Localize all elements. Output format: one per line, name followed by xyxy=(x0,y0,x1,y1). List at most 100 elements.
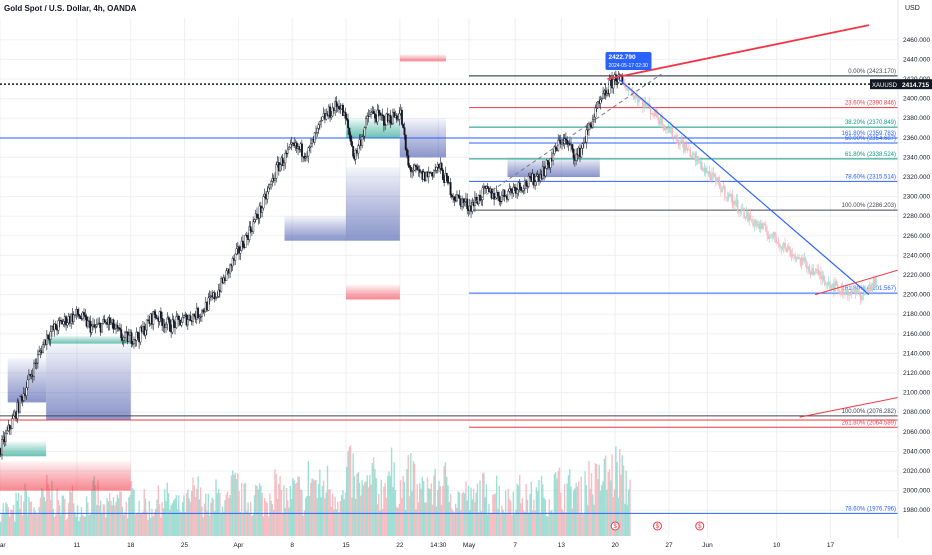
volume-bar xyxy=(355,498,357,536)
projection-body xyxy=(734,201,736,205)
volume-bar xyxy=(132,488,134,536)
volume-bar xyxy=(389,475,392,536)
projection-body xyxy=(671,126,674,138)
event-marker-icon[interactable] xyxy=(695,521,705,531)
volume-bar xyxy=(586,504,589,536)
candle-body xyxy=(440,163,443,171)
candle-body xyxy=(350,141,353,147)
volume-bar xyxy=(515,509,517,536)
volume-bar xyxy=(566,483,568,536)
volume-bar xyxy=(375,478,377,536)
volume-bar xyxy=(237,473,239,536)
volume-bar xyxy=(110,500,112,536)
candle-body xyxy=(6,430,9,434)
candle-body xyxy=(525,180,528,186)
volume-bar xyxy=(289,485,292,536)
candle-body xyxy=(122,337,125,341)
candle-body xyxy=(341,104,344,116)
projection-body xyxy=(674,135,676,137)
volume-bar xyxy=(78,521,80,536)
candle-body xyxy=(512,186,515,194)
volume-bar xyxy=(207,493,210,536)
projection-body xyxy=(830,286,832,289)
candle-body xyxy=(160,311,162,319)
candle-body xyxy=(553,146,556,154)
volume-bar xyxy=(147,520,149,536)
candle-body xyxy=(486,186,489,189)
candle-body xyxy=(589,123,592,126)
candle-body xyxy=(231,258,234,267)
volume-bar xyxy=(570,486,572,536)
volume-bar xyxy=(563,484,566,536)
volume-bar xyxy=(193,485,195,536)
projection-body xyxy=(747,211,749,221)
projection-body xyxy=(663,126,666,131)
price-tick-label: 2220.000 xyxy=(903,272,930,279)
volume-bar xyxy=(287,500,289,536)
volume-bar xyxy=(483,472,485,536)
candle-body xyxy=(345,118,348,120)
candle-body xyxy=(335,101,338,107)
volume-bar xyxy=(545,515,548,536)
event-marker-icon[interactable] xyxy=(652,521,662,531)
volume-bar xyxy=(194,497,197,536)
projection-body xyxy=(718,180,721,188)
volume-bar xyxy=(303,510,306,536)
time-tick-label: 25 xyxy=(181,542,189,549)
volume-bar xyxy=(7,507,10,536)
time-axis-bg xyxy=(0,538,932,550)
volume-bar xyxy=(164,489,166,536)
volume-bar xyxy=(42,489,44,536)
candle-body xyxy=(186,319,189,326)
candle-body xyxy=(604,90,607,96)
candle-body xyxy=(591,119,594,128)
volume-bar xyxy=(234,472,236,536)
volume-bar xyxy=(343,499,345,536)
volume-bar xyxy=(320,497,322,536)
volume-bar xyxy=(326,465,329,536)
candle-body xyxy=(404,134,407,150)
volume-bar xyxy=(385,497,388,536)
volume-bar xyxy=(107,501,110,536)
volume-bar xyxy=(398,503,400,536)
volume-bar xyxy=(567,475,570,536)
candle-body xyxy=(361,136,364,146)
volume-bar xyxy=(276,499,279,536)
volume-bar xyxy=(103,504,106,536)
candle-body xyxy=(585,129,588,143)
projection-body xyxy=(654,109,657,116)
volume-bar xyxy=(52,508,54,536)
projection-body xyxy=(874,277,876,285)
volume-bar xyxy=(17,493,20,536)
candle-body xyxy=(279,164,282,172)
volume-bar xyxy=(201,506,203,536)
volume-bar xyxy=(534,510,536,536)
candle-body xyxy=(192,314,194,322)
volume-bar xyxy=(73,503,75,536)
candle-body xyxy=(201,309,203,317)
projection-body xyxy=(845,289,848,292)
candle-body xyxy=(161,318,164,327)
candle-body xyxy=(295,142,298,149)
projection-body xyxy=(743,207,745,218)
candle-body xyxy=(274,178,276,181)
volume-bar xyxy=(526,499,529,536)
candle-body xyxy=(103,319,106,323)
candle-body xyxy=(372,111,375,114)
volume-bar xyxy=(160,517,162,536)
event-marker-icon[interactable] xyxy=(610,521,620,531)
volume-bar xyxy=(246,511,248,536)
projection-body xyxy=(651,113,653,115)
volume-bar xyxy=(114,505,116,536)
volume-bar xyxy=(51,480,53,536)
candle-body xyxy=(275,164,278,179)
candle-body xyxy=(606,92,608,96)
volume-bar xyxy=(502,509,504,536)
volume-bar xyxy=(595,464,598,536)
candle-body xyxy=(84,314,87,318)
projection-body xyxy=(794,256,797,259)
volume-bar xyxy=(522,510,525,536)
candle-body xyxy=(199,316,202,318)
